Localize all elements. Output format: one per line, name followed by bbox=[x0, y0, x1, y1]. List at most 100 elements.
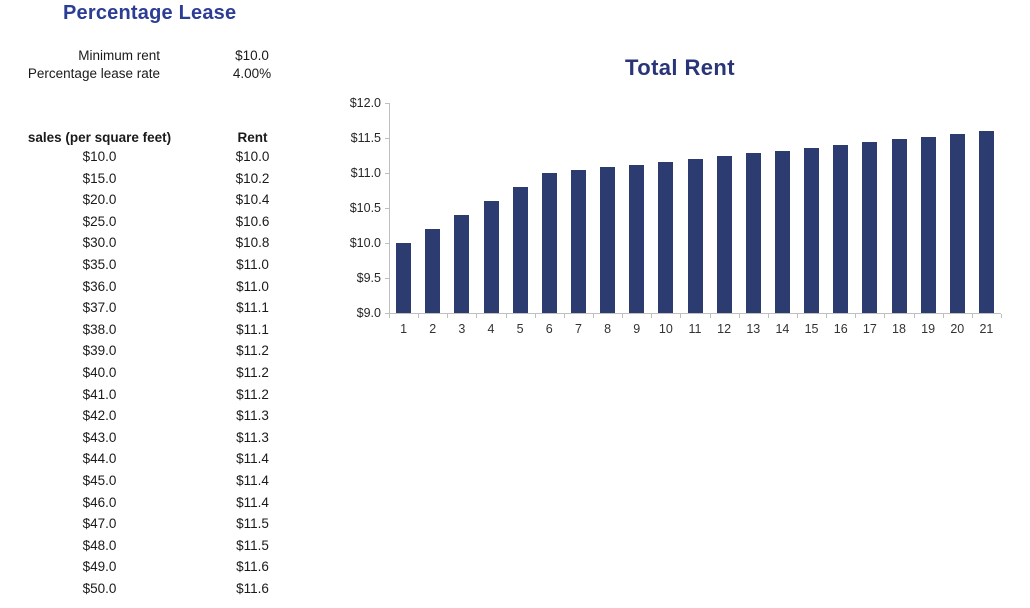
y-axis-tick-mark bbox=[385, 278, 389, 279]
table-row: $46.0 $11.4 bbox=[0, 492, 300, 514]
rent-bar bbox=[804, 147, 820, 313]
rent-bar bbox=[862, 142, 878, 313]
rent-bar bbox=[716, 156, 732, 313]
rent-bar bbox=[396, 243, 412, 313]
x-axis-tick-mark bbox=[622, 314, 624, 318]
x-axis-tick-label: 5 bbox=[516, 322, 524, 336]
rent-bar bbox=[833, 145, 849, 313]
rent-bar bbox=[570, 170, 586, 313]
y-axis-tick-label: $11.5 bbox=[350, 131, 381, 145]
rent-cell: $11.1 bbox=[236, 321, 269, 337]
x-axis-tick-mark bbox=[709, 314, 711, 318]
y-axis-tick-mark bbox=[385, 243, 389, 244]
x-axis-tick-mark bbox=[884, 314, 886, 318]
x-axis-tick-label: 17 bbox=[862, 322, 877, 336]
sales-cell: $45.0 bbox=[82, 473, 117, 488]
parameter-row: Minimum rent $10.0 bbox=[0, 47, 300, 65]
sales-cell: $41.0 bbox=[82, 386, 117, 402]
table-header-row: sales (per square feet) Rent bbox=[0, 127, 300, 149]
x-axis-tick-label: 19 bbox=[921, 322, 936, 336]
table-row: $30.0 $10.8 bbox=[0, 232, 300, 254]
table-row: $43.0 $11.3 bbox=[0, 427, 300, 449]
sales-cell: $48.0 bbox=[82, 537, 117, 553]
y-axis-line bbox=[389, 103, 390, 314]
rent-cell: $10.6 bbox=[235, 213, 270, 229]
x-axis-tick-mark bbox=[797, 314, 798, 318]
rent-bar bbox=[687, 159, 703, 313]
y-axis-tick-label: $12.0 bbox=[349, 96, 381, 110]
x-axis-tick-label: 20 bbox=[950, 322, 965, 336]
sales-cell: $46.0 bbox=[82, 494, 117, 510]
rent-cell: $10.8 bbox=[235, 235, 270, 251]
table-row: $48.0 $11.5 bbox=[0, 535, 300, 557]
rent-cell: $10.4 bbox=[235, 192, 270, 208]
rent-cell: $11.3 bbox=[236, 429, 269, 445]
sales-cell: $40.0 bbox=[82, 365, 117, 380]
table-row: $49.0 $11.6 bbox=[0, 556, 300, 578]
rent-bar bbox=[658, 161, 674, 313]
x-axis-tick-mark bbox=[971, 314, 973, 318]
table-row: $42.0 $11.3 bbox=[0, 405, 300, 427]
rent-cell: $11.0 bbox=[236, 257, 269, 272]
sales-cell: $15.0 bbox=[82, 170, 117, 186]
x-axis-tick-mark bbox=[534, 314, 536, 318]
x-axis-tick-mark bbox=[651, 314, 653, 318]
rent-cell: $11.2 bbox=[236, 365, 269, 380]
table-row: $10.0 $10.0 bbox=[0, 146, 300, 168]
x-axis-tick-mark bbox=[593, 314, 594, 318]
table-row: $25.0 $10.6 bbox=[0, 211, 300, 233]
page-title: Percentage Lease bbox=[63, 2, 237, 24]
rent-bar bbox=[541, 173, 557, 313]
x-axis-tick-mark bbox=[680, 314, 682, 318]
rent-cell: $11.6 bbox=[236, 581, 269, 596]
parameter-label: Percentage lease rate bbox=[27, 66, 160, 81]
rent-bar bbox=[483, 201, 499, 313]
rent-cell: $11.5 bbox=[236, 516, 269, 532]
x-axis-tick-mark bbox=[826, 314, 828, 318]
table-row: $45.0 $11.4 bbox=[0, 470, 300, 492]
x-axis-tick-label: 16 bbox=[833, 322, 848, 336]
table-row: $38.0 $11.1 bbox=[0, 319, 300, 341]
rent-cell: $11.4 bbox=[236, 473, 269, 488]
x-axis-tick-label: 12 bbox=[717, 322, 732, 336]
rent-cell: $11.6 bbox=[236, 559, 269, 575]
x-axis-tick-mark bbox=[855, 314, 857, 318]
x-axis-tick-mark bbox=[563, 314, 565, 318]
x-axis-tick-mark bbox=[913, 314, 915, 318]
table-row: $20.0 $10.4 bbox=[0, 189, 300, 211]
sales-cell: $37.0 bbox=[82, 300, 117, 316]
rent-cell: $10.0 bbox=[235, 149, 270, 164]
sales-cell: $39.0 bbox=[82, 343, 117, 359]
x-axis-tick-label: 3 bbox=[458, 322, 466, 336]
table-row: $50.0 $11.6 bbox=[0, 578, 300, 600]
x-axis-tick-label: 10 bbox=[658, 322, 673, 336]
parameter-value: $10.0 bbox=[235, 48, 269, 63]
y-axis-tick-label: $11.0 bbox=[350, 166, 381, 180]
rent-bar bbox=[949, 133, 965, 313]
sales-cell: $42.0 bbox=[82, 408, 117, 424]
x-axis-tick-mark bbox=[389, 314, 390, 318]
rent-cell: $11.2 bbox=[236, 386, 269, 402]
rent-cell: $10.2 bbox=[235, 170, 270, 186]
table-row: $37.0 $11.1 bbox=[0, 297, 300, 319]
sales-cell: $30.0 bbox=[82, 235, 117, 251]
rent-cell: $11.4 bbox=[236, 451, 269, 467]
table-row: $15.0 $10.2 bbox=[0, 168, 300, 190]
sales-cell: $35.0 bbox=[82, 257, 117, 272]
y-axis-tick-mark bbox=[385, 173, 389, 174]
x-axis-tick-label: 2 bbox=[429, 322, 437, 336]
rent-bar bbox=[512, 187, 528, 313]
table-row: $39.0 $11.2 bbox=[0, 340, 300, 362]
x-axis-tick-mark bbox=[1001, 314, 1002, 318]
x-axis-tick-mark bbox=[418, 314, 420, 318]
sales-cell: $43.0 bbox=[82, 429, 117, 445]
rent-bar bbox=[745, 153, 761, 313]
rent-cell: $11.1 bbox=[236, 300, 269, 316]
x-axis-tick-label: 9 bbox=[633, 322, 641, 336]
x-axis-tick-mark bbox=[447, 314, 449, 318]
y-axis-tick-label: $9.5 bbox=[356, 271, 381, 285]
x-axis-tick-mark bbox=[942, 314, 944, 318]
x-axis-tick-label: 21 bbox=[979, 322, 994, 336]
x-axis-tick-label: 11 bbox=[688, 322, 702, 336]
